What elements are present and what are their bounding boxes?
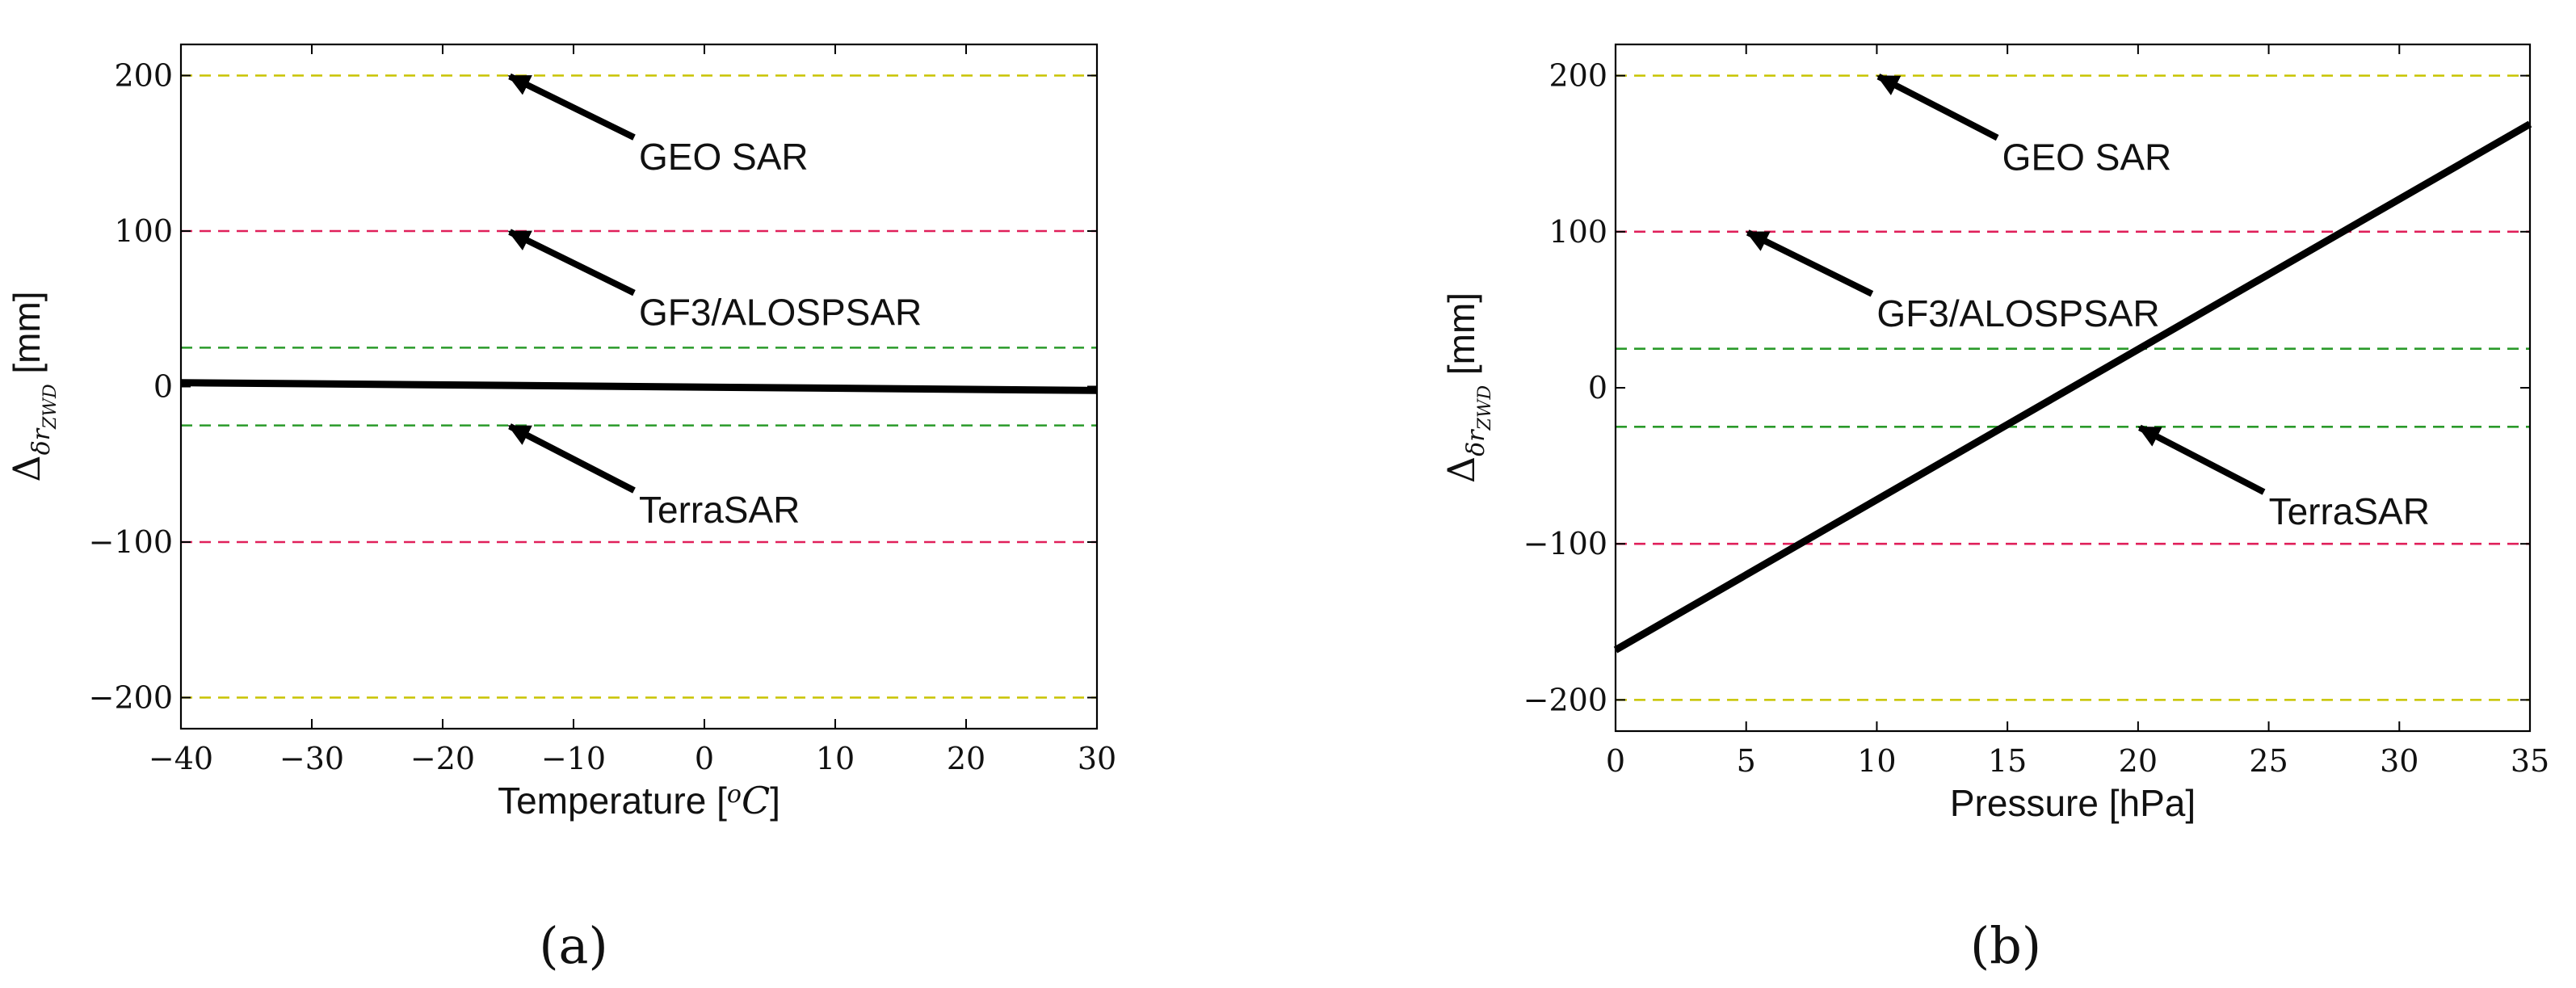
- x-axis-unit: C: [742, 779, 770, 822]
- annotation-label: GEO SAR: [639, 136, 809, 178]
- chart-panel-b: 0 5 10 15 20 25 30 35 200 100 0 −100 −200 GEO SAR GF3/…: [1439, 43, 2549, 975]
- y-axis-subscript: δr: [1462, 429, 1490, 456]
- annotation-arrow: [507, 73, 636, 141]
- x-tick-label: 0: [1606, 743, 1625, 779]
- x-axis-title-close: ]: [770, 780, 780, 822]
- x-tick-label: 30: [2380, 743, 2418, 779]
- x-tick-label: −10: [541, 741, 606, 776]
- x-tick-label: 0: [695, 741, 714, 776]
- y-tick-label: 100: [1549, 214, 1607, 250]
- annotation-arrow: [2137, 424, 2266, 495]
- y-axis-unit: [mm]: [1440, 292, 1482, 385]
- y-axis-title: ΔδrZWD [mm]: [5, 291, 61, 481]
- annotation-label: TerraSAR: [2269, 490, 2430, 532]
- x-tick-label: 30: [1078, 741, 1116, 776]
- y-axis-delta: Δ: [5, 455, 48, 481]
- x-tick-label: 15: [1988, 743, 2027, 779]
- y-tick-label: −200: [89, 680, 173, 716]
- annotation-label: GF3/ALOSPSAR: [1876, 292, 2159, 334]
- x-tick-label: 10: [816, 741, 855, 776]
- y-axis-delta: Δ: [1439, 456, 1483, 483]
- annotation-label: GEO SAR: [2002, 137, 2172, 179]
- x-axis-title: Temperature [oC]: [498, 779, 780, 822]
- panel-label: (b): [1970, 916, 2041, 975]
- annotation-arrow: [1746, 229, 1874, 297]
- annotation-label: TerraSAR: [639, 489, 800, 531]
- y-tick-label: 100: [114, 213, 173, 249]
- y-axis-subsubscript: ZWD: [1475, 385, 1495, 431]
- y-tick-label: −200: [1523, 682, 1607, 717]
- x-axis-title: Pressure [hPa]: [1950, 782, 2196, 824]
- y-axis-subscript: δr: [27, 427, 56, 455]
- y-axis-subsubscript: ZWD: [40, 384, 61, 430]
- x-axis-title-text: Temperature [: [498, 780, 727, 822]
- y-tick-label: 200: [114, 58, 173, 94]
- annotation-label: GF3/ALOSPSAR: [639, 292, 922, 334]
- x-tick-label: −20: [410, 741, 475, 776]
- y-tick-label: −100: [89, 524, 173, 560]
- series-line: [1613, 120, 2532, 654]
- x-tick-label: −30: [279, 741, 344, 776]
- y-tick-label: −100: [1523, 526, 1607, 561]
- x-axis-unit-superscript: o: [727, 780, 742, 809]
- annotation-arrow: [507, 423, 636, 494]
- series-line: [180, 379, 1098, 394]
- annotation-arrow: [1876, 74, 1999, 141]
- y-tick-label: 0: [1588, 370, 1607, 406]
- y-tick-label: 0: [153, 369, 173, 405]
- panel-label: (a): [539, 916, 607, 975]
- y-axis-unit: [mm]: [6, 291, 48, 384]
- x-tick-label: −40: [149, 741, 213, 776]
- x-tick-label: 5: [1737, 743, 1756, 779]
- x-tick-label: 10: [1857, 743, 1896, 779]
- x-tick-label: 35: [2511, 743, 2549, 779]
- x-tick-label: 20: [2119, 743, 2158, 779]
- y-tick-label: 200: [1549, 58, 1607, 94]
- x-tick-label: 20: [947, 741, 985, 776]
- y-axis-title: ΔδrZWD [mm]: [1439, 292, 1495, 483]
- annotation-arrow: [507, 229, 636, 296]
- x-tick-label: 25: [2249, 743, 2288, 779]
